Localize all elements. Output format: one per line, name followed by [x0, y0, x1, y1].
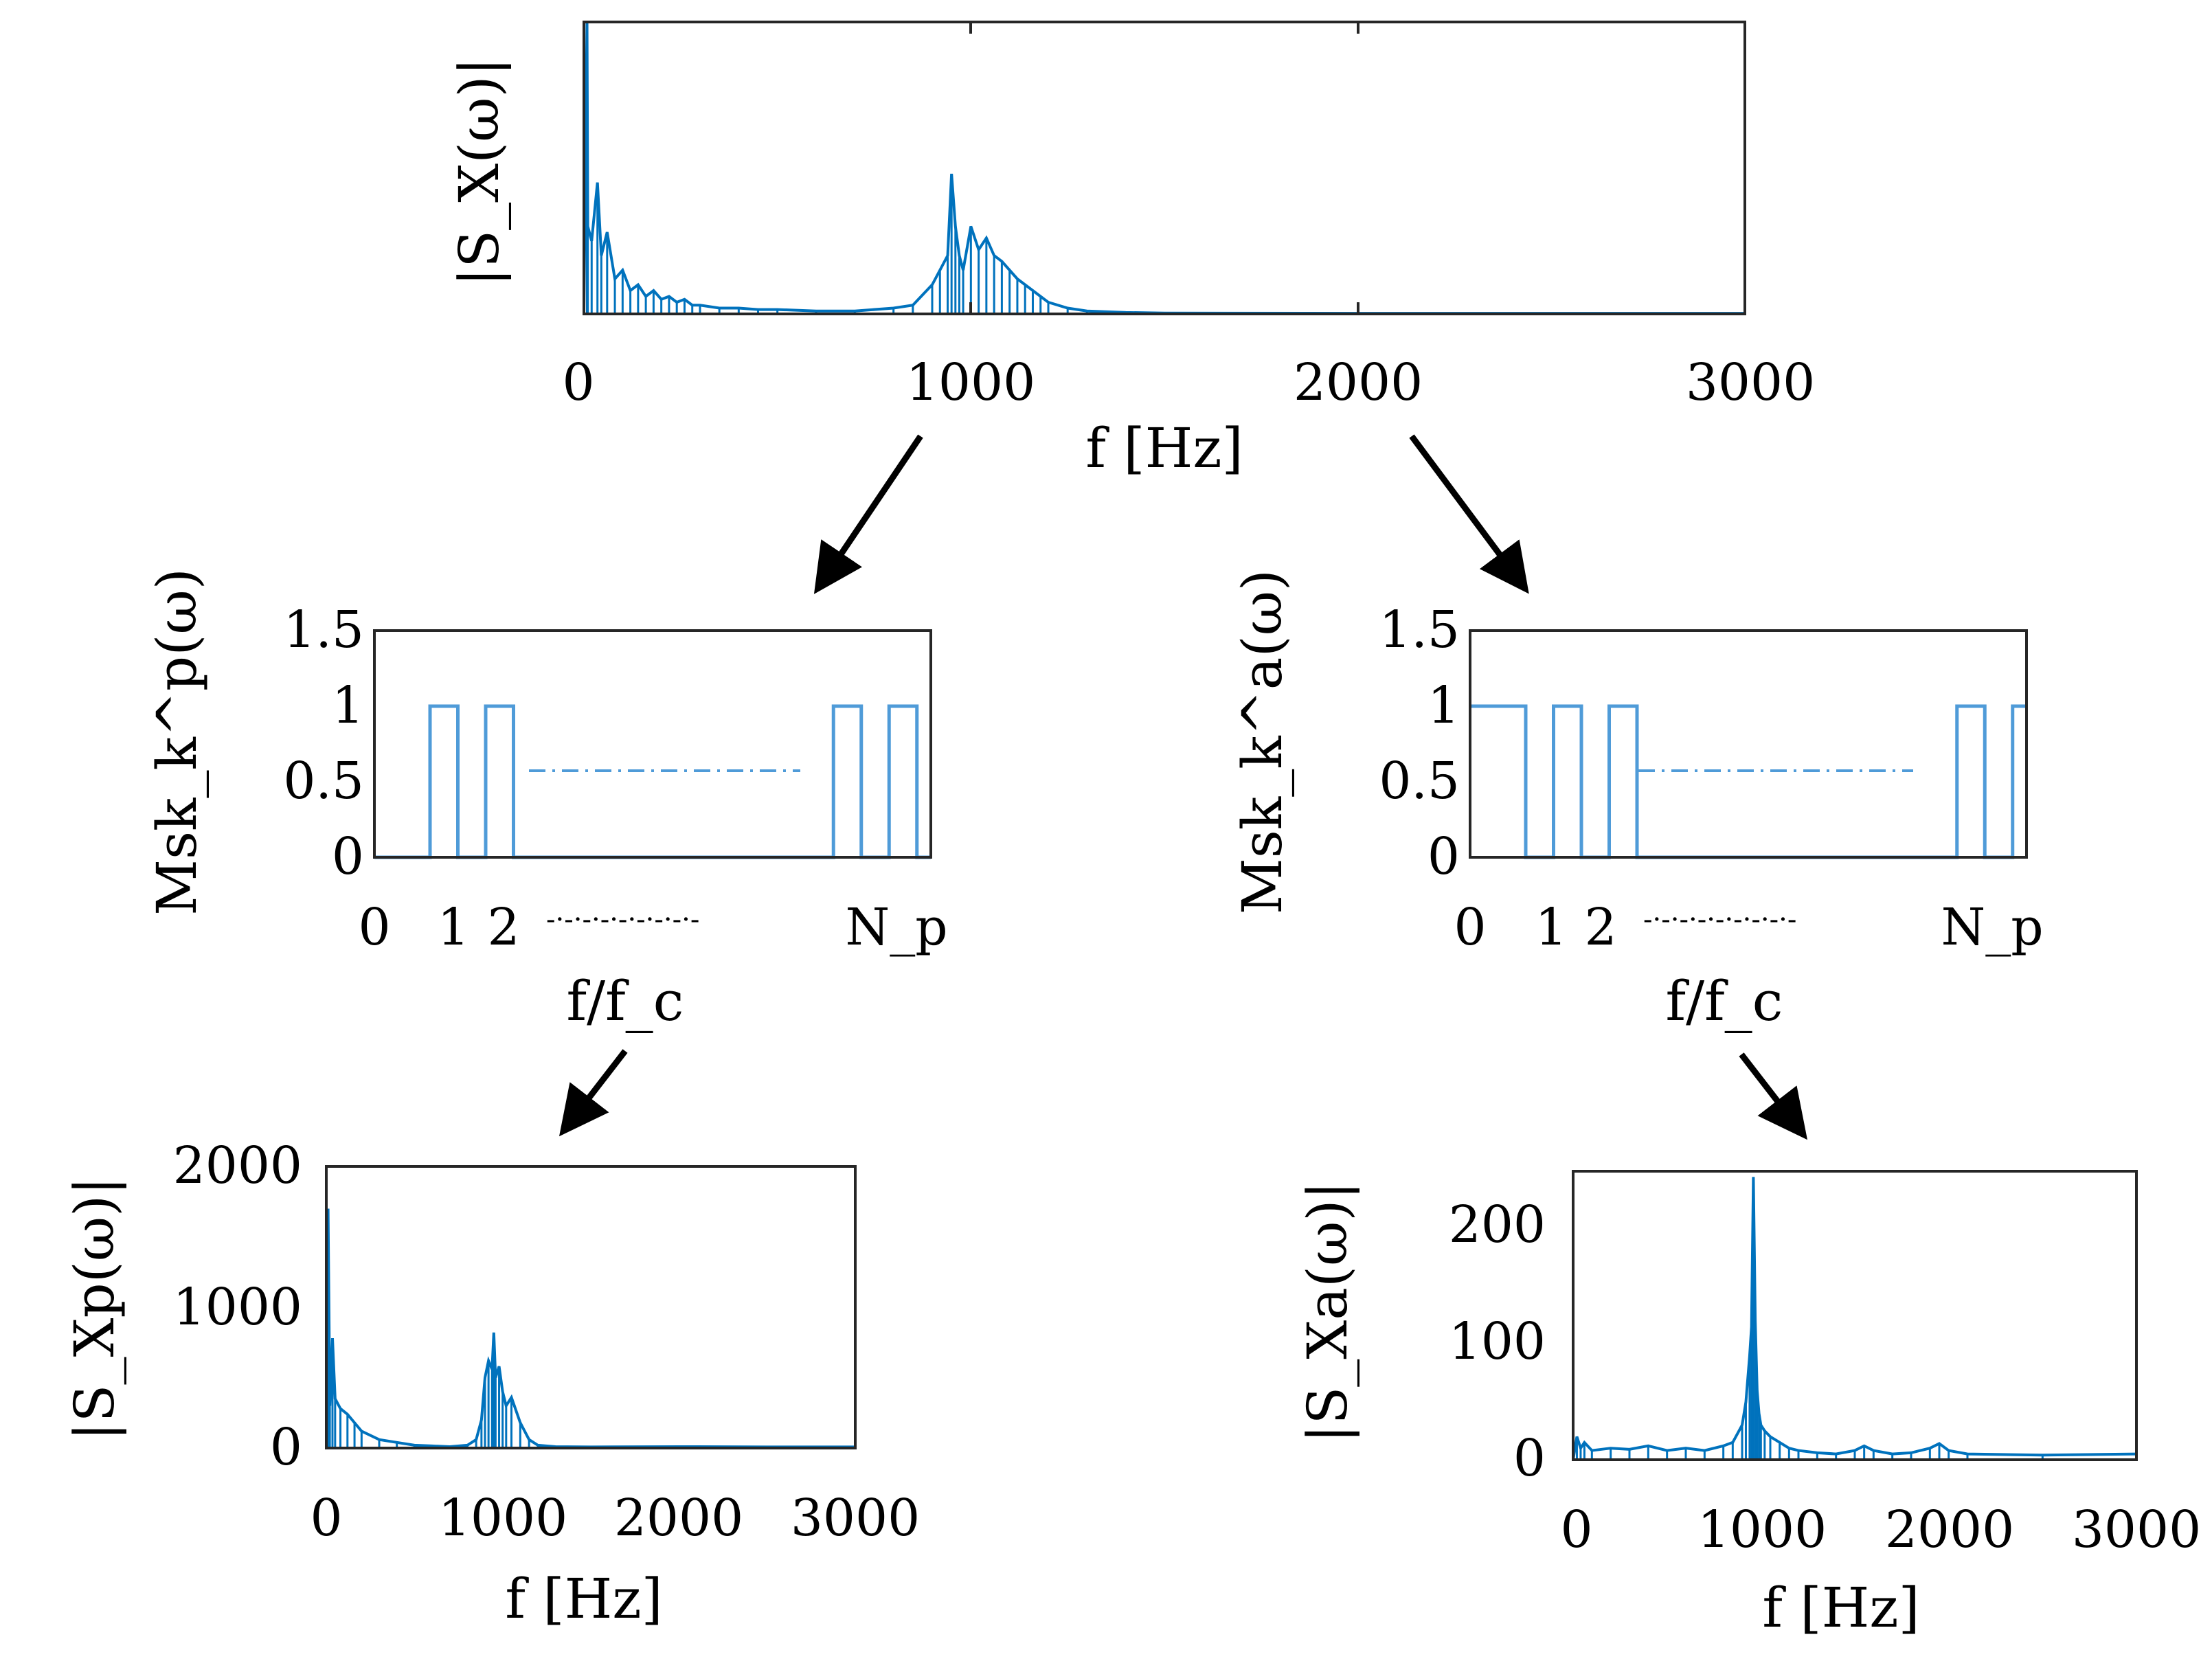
arrow-to-bottom-p — [558, 1049, 628, 1137]
bottom-p-ytick-label: 0 — [270, 1418, 302, 1477]
bottom-p-ylabel: |S_Xp(ω)| — [63, 1177, 126, 1441]
top-xtick-label: 3000 — [1686, 353, 1815, 412]
mask-p-frame — [373, 629, 932, 859]
mask-p-xtick-label: 0 — [358, 898, 390, 957]
mask-p-ylabel: Msk_k^p(ω) — [145, 568, 209, 916]
mask-p-xtick-ellipsis: -·-·-·-·-·-·-·-·- — [546, 904, 699, 936]
bottom-a-xtick-label: 3000 — [2072, 1500, 2201, 1559]
mask-p-ytick-label: 1 — [332, 676, 364, 735]
bottom-p-frame — [325, 1165, 857, 1449]
bottom-a-ytick-label: 0 — [1513, 1429, 1546, 1488]
top-plot: 0 1000 2000 3000 f [Hz] |S_X(ω)| — [447, 21, 1815, 480]
mask-p-ytick-label: 0 — [332, 827, 364, 886]
top-plot-frame — [583, 21, 1746, 315]
mask-a-xtick-label: N_p — [1941, 898, 2043, 957]
mask-p-ytick-label: 0.5 — [283, 752, 364, 811]
top-series-line — [583, 21, 1745, 315]
bottom-a-xlabel: f [Hz] — [1762, 1576, 1919, 1640]
bottom-a-frame — [1572, 1170, 2138, 1461]
mask-p-xtick-label: N_p — [845, 898, 947, 957]
arrow-to-mask-p — [813, 434, 923, 594]
top-series — [583, 21, 1746, 315]
mask-a-ylabel: Msk_k^a(ω) — [1230, 569, 1294, 914]
bottom-p-xtick-label: 2000 — [614, 1489, 743, 1548]
mask-a-series-line — [1470, 704, 2027, 859]
mask-a-series — [1470, 704, 2027, 859]
bottom-a-xtick-label: 1000 — [1697, 1500, 1827, 1559]
mask-a-xlabel: f/f_c — [1666, 969, 1783, 1033]
arrow-to-mask-a — [1409, 434, 1529, 594]
mask-p-ytick-label: 1.5 — [283, 600, 364, 659]
bottom-p-series — [325, 1208, 857, 1449]
bottom-a-ylabel: |S_Xa(ω)| — [1296, 1181, 1359, 1443]
bottom-a-series — [1572, 1177, 2138, 1460]
bottom-p-plot: 0 1000 2000 0 1000 2000 3000 f [Hz] |S_X… — [63, 1136, 920, 1631]
mask-a-ytick-label: 1 — [1427, 676, 1460, 735]
mask-p-plot: 0 0.5 1 1.5 0 1 2 -·-·-·-·-·-·-·-·- N_p … — [145, 568, 948, 1033]
bottom-p-xtick-label: 0 — [310, 1489, 342, 1548]
mask-p-xtick-label: 2 — [487, 898, 519, 957]
top-xtick-label: 1000 — [906, 353, 1035, 412]
mask-a-xtick-label: 0 — [1454, 898, 1486, 957]
mask-a-ytick-label: 0 — [1427, 827, 1460, 886]
mask-a-xtick-ellipsis: -·-·-·-·-·-·-·-·- — [1643, 904, 1796, 936]
bottom-a-xtick-label: 0 — [1560, 1500, 1592, 1559]
top-ylabel: |S_X(ω)| — [447, 57, 511, 286]
mask-a-plot: 0 0.5 1 1.5 0 1 2 -·-·-·-·-·-·-·-·- N_p … — [1230, 569, 2044, 1033]
top-xtick-label: 0 — [562, 353, 594, 412]
arrow-to-bottom-a — [1739, 1052, 1808, 1140]
bottom-p-xtick-label: 1000 — [438, 1489, 567, 1548]
bottom-a-xtick-label: 2000 — [1885, 1500, 2014, 1559]
top-xlabel: f [Hz] — [1085, 416, 1243, 480]
bottom-p-xtick-label: 3000 — [791, 1489, 920, 1548]
mask-p-xlabel: f/f_c — [567, 969, 684, 1033]
bottom-p-ytick-label: 1000 — [173, 1278, 302, 1337]
bottom-p-ytick-label: 2000 — [173, 1136, 302, 1195]
mask-p-xtick-label: 1 — [437, 898, 469, 957]
bottom-p-xlabel: f [Hz] — [505, 1567, 662, 1631]
mask-a-ytick-label: 1.5 — [1379, 600, 1460, 659]
mask-a-xtick-label: 1 — [1535, 898, 1567, 957]
bottom-a-plot: 0 100 200 0 1000 2000 3000 f [Hz] |S_Xa(… — [1296, 1170, 2201, 1640]
bottom-a-series-line — [1572, 1177, 2137, 1460]
bottom-a-ytick-label: 200 — [1449, 1195, 1546, 1254]
bottom-p-series-line — [325, 1208, 855, 1449]
mask-a-ytick-label: 0.5 — [1379, 752, 1460, 811]
top-xtick-label: 2000 — [1294, 353, 1423, 412]
bottom-a-ytick-label: 100 — [1449, 1312, 1546, 1371]
mask-a-xtick-label: 2 — [1584, 898, 1616, 957]
mask-a-frame — [1469, 629, 2028, 859]
mask-p-series-line — [374, 704, 931, 859]
mask-p-series — [374, 704, 931, 859]
